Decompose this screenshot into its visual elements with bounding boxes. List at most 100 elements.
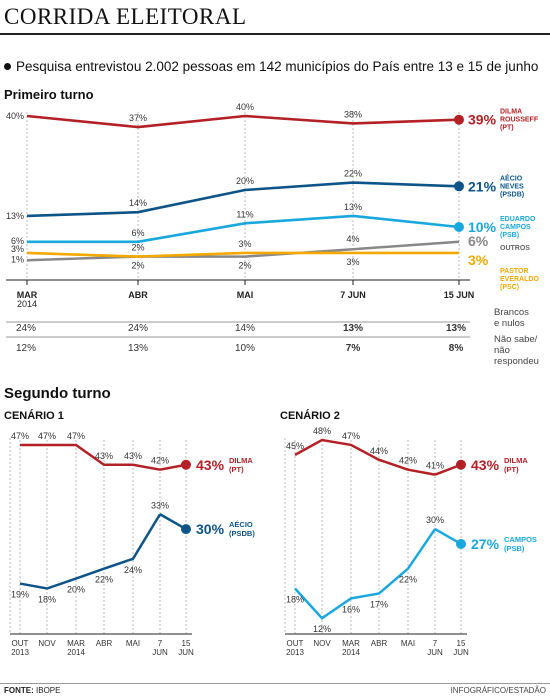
x-tick-label: 7 JUN [427, 639, 443, 657]
data-label: 22% [344, 169, 362, 179]
x-tick-label: 15 JUN [178, 639, 194, 657]
end-value-label: 6% [468, 233, 489, 249]
x-tick-label: MAR 2014 [17, 290, 38, 309]
cenario-1-title: CENÁRIO 1 [4, 410, 64, 422]
data-label: 42% [151, 456, 169, 466]
end-point-dilma-pt [181, 459, 191, 470]
x-tick-label: 7 JUN [152, 639, 168, 657]
end-value-label: 39% [468, 112, 497, 128]
subtitle-text: Pesquisa entrevistou 2.002 pessoas em 14… [16, 59, 539, 74]
x-tick-label: OUT 2013 [11, 639, 29, 657]
credit: INFOGRÁFICO/ESTADÃO [450, 686, 546, 695]
data-label: 16% [342, 604, 360, 614]
data-label: 40% [6, 111, 24, 121]
data-label: 47% [11, 431, 29, 441]
x-tick-label: MAR 2014 [67, 639, 85, 657]
x-tick-label: 15 JUN [444, 290, 475, 300]
table-cell: 13% [446, 323, 466, 334]
series-line-eduardo-campos-psb [27, 214, 460, 244]
data-label: 41% [426, 461, 444, 471]
end-value-label: 27% [471, 536, 500, 552]
page-title: CORRIDA ELEITORAL [4, 4, 247, 29]
series-line-dilma-pt [20, 443, 161, 471]
series-line-outros [26, 240, 460, 262]
table-cell: 13% [128, 343, 148, 354]
table-cell: 13% [343, 323, 363, 334]
footer-rule [0, 683, 550, 684]
data-label: 47% [342, 431, 360, 441]
data-label: 3% [11, 244, 24, 254]
series-line-aecio-psdb [19, 513, 162, 590]
data-label: 18% [38, 595, 56, 605]
x-tick-label: ABR [371, 639, 388, 648]
series-line-dilma-pt [294, 438, 436, 476]
data-label: 2% [238, 261, 251, 271]
x-tick-label: 15 JUN [453, 639, 469, 657]
end-point-dilma-pt [456, 459, 466, 470]
table-cell: 12% [16, 343, 36, 354]
data-label: 14% [129, 198, 147, 208]
end-point-aecio-neves-psdb [454, 181, 464, 192]
series-line-pastor-everaldo-psc [26, 251, 459, 258]
x-tick-label: MAI [126, 639, 140, 648]
chart-primeiro-turno: MAR 2014 ABR MAI 7 JUN 15 JUN 40% 37% 40% 38% 39% D… [6, 102, 539, 367]
data-label: 42% [399, 456, 417, 466]
end-value-label: 10% [468, 219, 497, 235]
table-row-label: Não sabe/não respondeu [494, 334, 539, 367]
x-tick-label: NOV [38, 639, 56, 648]
data-label: 2% [131, 261, 144, 271]
table-cell: 24% [128, 323, 148, 334]
legend-label-aecio-neves-psdb: AÉCIO NEVES (PSDB) [500, 173, 524, 198]
data-label: 3% [238, 239, 251, 249]
end-value-label: 30% [196, 521, 225, 537]
data-label: 20% [236, 176, 254, 186]
data-label: 19% [11, 590, 29, 600]
chart-title-segundo-turno: Segundo turno [4, 385, 111, 402]
x-tick-label: MAI [401, 639, 415, 648]
end-value-label: 43% [471, 457, 500, 473]
data-label: 24% [124, 565, 142, 575]
end-point-dilma-rousseff-pt [454, 114, 464, 125]
data-label: 13% [6, 211, 24, 221]
table-cell: 14% [235, 323, 255, 334]
data-label: 17% [370, 599, 388, 609]
series-line-campos-psb [294, 528, 437, 620]
x-tick-label: 7 JUN [340, 290, 366, 300]
x-tick-label: MAI [237, 290, 254, 300]
data-label: 22% [95, 575, 113, 585]
table-row-label: Brancos e nulos [494, 307, 529, 329]
series-line-aecio-neves-psdb [26, 181, 460, 218]
end-point-eduardo-campos-psb [454, 222, 464, 232]
x-tick-label: NOV [313, 639, 331, 648]
source: FONTE: IBOPE [4, 686, 60, 695]
data-label: 45% [286, 441, 304, 451]
chart-cenario-1: OUT 2013 NOV MAR 2014 ABR MAI 7 JUN 15 JUN 47% 47% 47… [9, 431, 255, 657]
source-label: FONTE: [4, 686, 34, 695]
bullet-icon [4, 62, 11, 70]
end-point-campos-psb [456, 538, 466, 549]
data-label: 4% [346, 234, 359, 244]
legend-label-dilma-pt: DILMA (PT) [229, 456, 253, 474]
data-label: 47% [67, 431, 85, 441]
table-cell: 8% [449, 343, 464, 354]
x-tick-label: ABR [96, 639, 113, 648]
legend-label-dilma-rousseff-pt: DILMA ROUSSEFF (PT) [500, 109, 539, 132]
data-label: 22% [399, 575, 417, 585]
title-rule [0, 33, 550, 35]
data-label: 20% [67, 585, 85, 595]
data-label: 33% [151, 500, 169, 510]
data-label: 6% [11, 236, 24, 246]
end-value-label: 21% [468, 178, 497, 194]
data-label: 48% [313, 426, 331, 436]
subtitle: Pesquisa entrevistou 2.002 pessoas em 14… [4, 59, 538, 74]
data-label: 2% [131, 243, 144, 253]
data-label: 37% [129, 113, 147, 123]
data-label: 43% [95, 451, 113, 461]
legend-label-dilma-pt: DILMA (PT) [504, 456, 528, 474]
legend-label-outros: OUTROS [500, 245, 530, 252]
data-label: 47% [38, 431, 56, 441]
data-label: 3% [346, 257, 359, 267]
data-label: 11% [236, 209, 253, 219]
data-label: 38% [344, 109, 362, 119]
data-label: 30% [426, 515, 444, 525]
